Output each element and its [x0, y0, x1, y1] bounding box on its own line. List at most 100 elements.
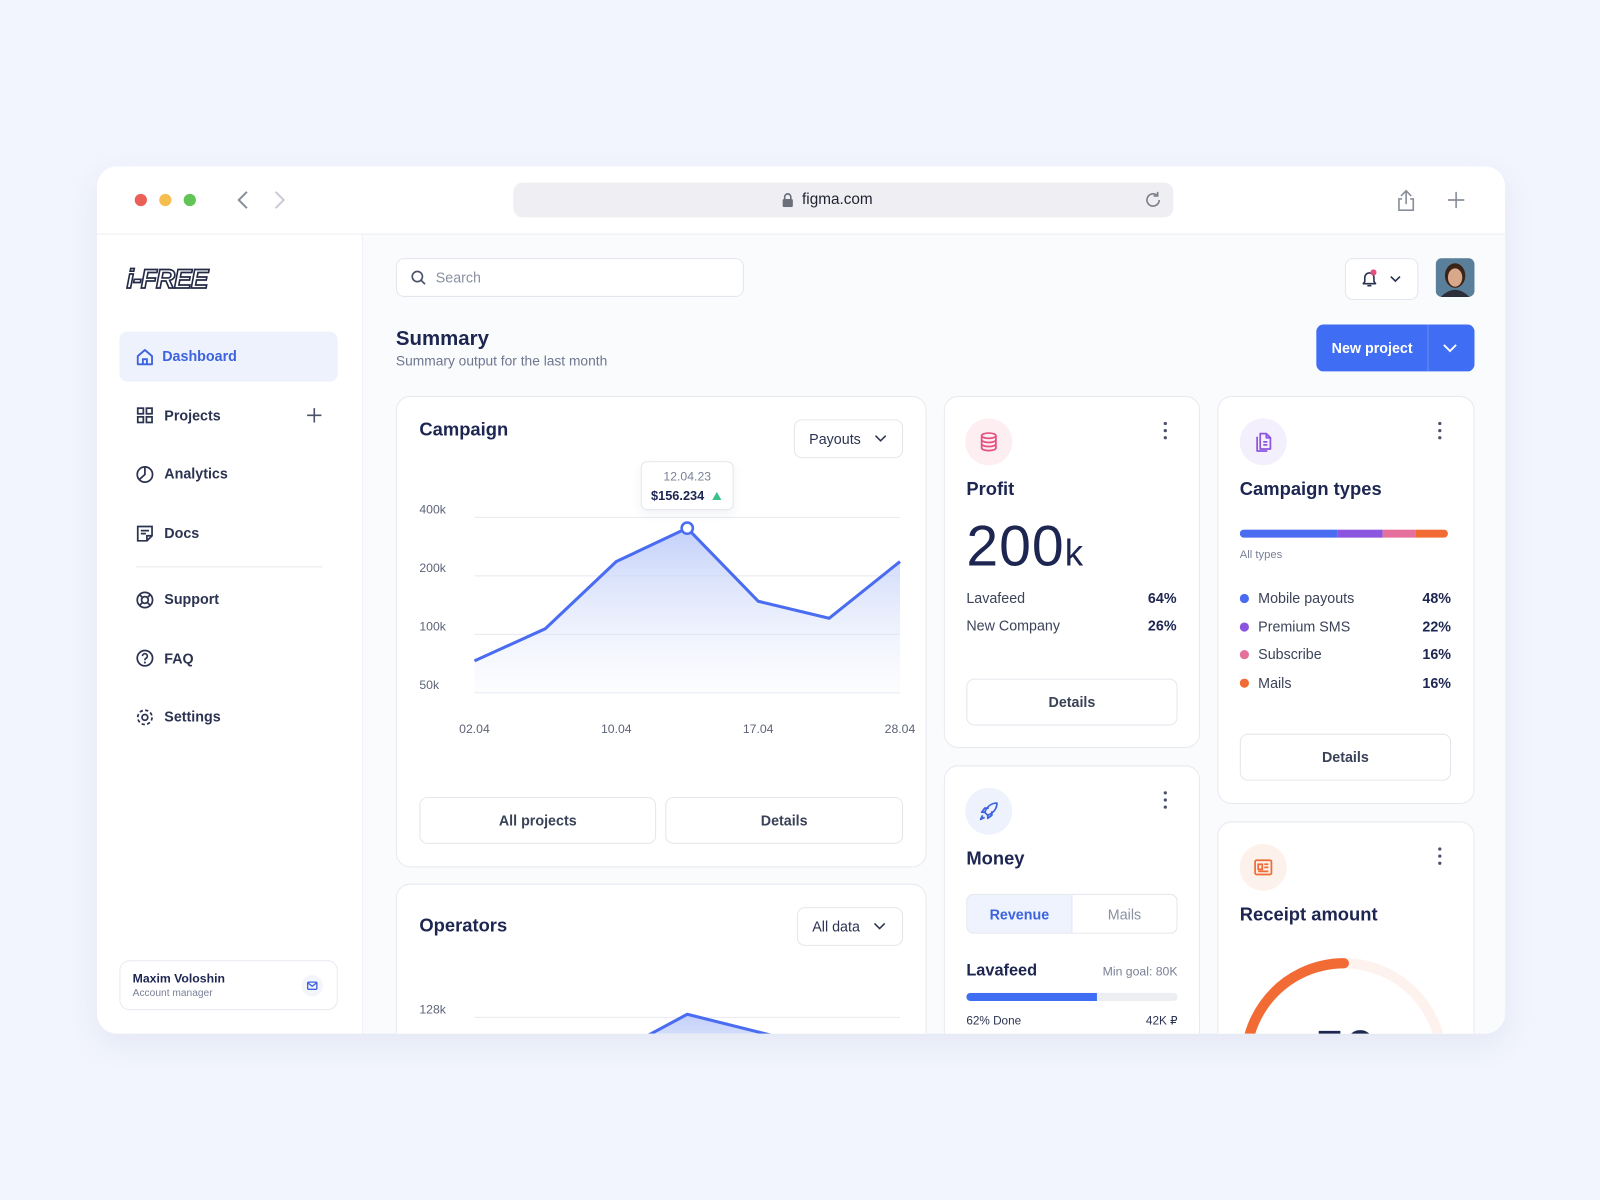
decoration — [145, 407, 153, 415]
decoration — [712, 491, 722, 500]
nav-item[interactable]: Support — [164, 590, 220, 608]
nav-item[interactable]: Analytics — [164, 465, 228, 482]
legend-value: 22% — [1422, 617, 1452, 635]
goal-name: Lavafeed — [966, 962, 1038, 980]
add-project-icon[interactable] — [306, 407, 322, 423]
tab[interactable]: Mails — [1107, 905, 1142, 922]
button[interactable]: All projects — [419, 796, 657, 844]
bar-label: All types — [1239, 548, 1283, 562]
decoration — [1400, 189, 1412, 205]
decoration — [1163, 421, 1167, 426]
nav-item[interactable]: Dashboard — [162, 347, 237, 365]
filter-dropdown[interactable]: All data — [796, 907, 904, 946]
goal-text: Min goal: 80K — [1102, 964, 1178, 979]
decoration — [1163, 428, 1167, 433]
decoration — [1256, 436, 1268, 452]
faq-icon — [136, 649, 154, 667]
url-text: figma.com — [802, 190, 873, 209]
kebab-menu[interactable] — [1434, 420, 1446, 440]
row-name: New Company — [966, 617, 1061, 634]
search-box[interactable] — [395, 258, 744, 297]
tabs: Revenue Mails — [966, 893, 1178, 934]
notifications-button[interactable] — [1344, 258, 1419, 300]
decoration — [983, 802, 998, 817]
nav-item[interactable]: FAQ — [164, 649, 194, 667]
decoration — [1438, 428, 1442, 433]
decoration — [980, 432, 997, 452]
close-dot[interactable] — [134, 193, 147, 207]
decoration — [1438, 847, 1442, 851]
button[interactable]: Details — [966, 678, 1178, 726]
bar-segment — [1239, 529, 1338, 538]
tab-active[interactable]: Revenue — [967, 894, 1073, 933]
stacked-bar — [1239, 529, 1448, 538]
row-name: Lavafeed — [966, 589, 1026, 607]
rocket-icon — [979, 802, 998, 821]
user-name: Maxim Voloshin — [132, 971, 225, 986]
decoration — [873, 922, 885, 930]
tooltip — [640, 461, 734, 511]
database-icon — [980, 432, 997, 452]
files-icon — [1256, 432, 1272, 452]
browser-window: figma.com i-FREE Dashboard Projects Anal… — [96, 166, 1506, 1034]
nav-item[interactable]: Docs — [164, 524, 200, 541]
logo[interactable]: i-FREE — [126, 262, 210, 294]
decoration — [237, 191, 248, 209]
decoration — [1438, 861, 1442, 865]
zoom-dot[interactable] — [183, 193, 196, 207]
decoration — [1163, 436, 1167, 440]
minimize-dot[interactable] — [159, 193, 172, 207]
filter-dropdown[interactable]: Payouts — [793, 419, 904, 459]
decoration — [140, 595, 150, 605]
support-icon — [136, 591, 154, 609]
nav-item[interactable]: Projects — [164, 407, 221, 424]
decoration — [274, 191, 286, 209]
decoration — [782, 198, 793, 208]
card-title: Money — [966, 847, 1025, 869]
reload-icon[interactable] — [1143, 190, 1163, 210]
kebab-menu[interactable] — [1159, 420, 1171, 440]
gauge-arc — [1244, 958, 1349, 1034]
mail-icon[interactable] — [301, 974, 323, 997]
type-row: Mobile payouts 48% — [1239, 589, 1451, 607]
decoration — [1438, 436, 1442, 440]
nav-item[interactable]: Settings — [164, 708, 221, 725]
decoration — [1163, 805, 1167, 809]
tooltip-date: 12.04.23 — [663, 469, 712, 484]
dropdown-icon[interactable] — [1442, 341, 1458, 355]
legend-dot — [1239, 649, 1249, 660]
share-icon[interactable] — [1394, 188, 1418, 212]
card-title: Campaign types — [1239, 478, 1382, 499]
decoration — [141, 358, 148, 365]
profit-number: 200 — [966, 513, 1065, 578]
legend-label: Subscribe — [1258, 645, 1322, 663]
url-bar[interactable] — [513, 182, 1174, 218]
user-card[interactable] — [119, 960, 338, 1011]
legend-label: Premium SMS — [1258, 617, 1351, 635]
progress-fill — [966, 992, 1098, 1002]
button[interactable]: Details — [1239, 733, 1452, 781]
decoration — [136, 349, 153, 366]
decoration — [1447, 268, 1463, 287]
decoration — [136, 709, 153, 726]
receipt-icon — [1254, 859, 1273, 876]
new-tab-icon[interactable] — [1445, 189, 1467, 211]
kebab-menu[interactable] — [1159, 790, 1171, 810]
decoration — [1258, 863, 1269, 873]
decoration — [1370, 269, 1377, 276]
button[interactable]: Details — [665, 796, 904, 844]
decoration — [1163, 791, 1167, 795]
projects-icon — [136, 407, 153, 424]
decoration — [1146, 193, 1160, 207]
decoration — [1440, 289, 1470, 297]
nav-arrows[interactable] — [231, 188, 292, 212]
amount: 42K ₽ — [1145, 1015, 1178, 1028]
avatar[interactable] — [1435, 258, 1475, 297]
kebab-menu[interactable] — [1434, 846, 1446, 866]
decoration — [1438, 854, 1442, 858]
decoration — [136, 407, 153, 424]
icon-bg — [1239, 843, 1287, 891]
button-divider — [1427, 324, 1429, 372]
decoration — [141, 652, 149, 661]
